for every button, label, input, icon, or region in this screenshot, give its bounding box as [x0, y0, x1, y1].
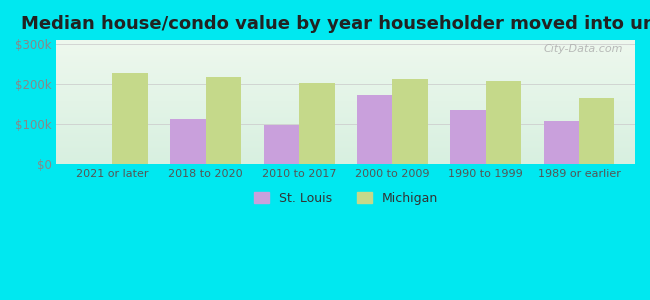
- Bar: [206, 77, 241, 164]
- Bar: [543, 122, 579, 164]
- Title: Median house/condo value by year householder moved into unit: Median house/condo value by year househo…: [21, 15, 650, 33]
- Legend: St. Louis, Michigan: St. Louis, Michigan: [248, 187, 443, 210]
- Bar: [579, 98, 614, 164]
- Bar: [264, 125, 299, 164]
- Bar: [393, 79, 428, 164]
- Text: City-Data.com: City-Data.com: [544, 44, 623, 54]
- Bar: [357, 95, 393, 164]
- Bar: [299, 83, 335, 164]
- Bar: [170, 119, 206, 164]
- Bar: [486, 81, 521, 164]
- Bar: [450, 110, 486, 164]
- Bar: [112, 73, 148, 164]
